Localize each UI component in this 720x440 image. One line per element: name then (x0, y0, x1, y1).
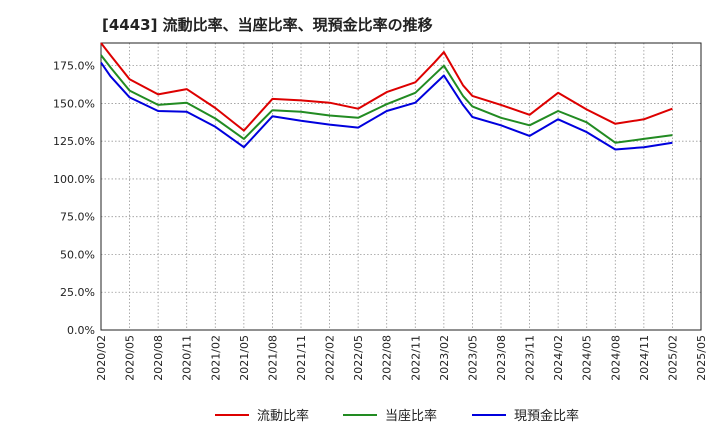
legend: 流動比率 当座比率 現預金比率 (215, 408, 579, 424)
y-tick-label: 0.0% (67, 324, 95, 337)
legend-label: 流動比率 (257, 408, 309, 424)
x-tick-label: 2020/02 (95, 335, 108, 381)
y-tick-label: 50.0% (60, 248, 95, 261)
x-tick-label: 2021/02 (209, 335, 222, 381)
plot-frame (100, 42, 702, 331)
legend-label: 現預金比率 (514, 408, 579, 424)
x-tick-label: 2020/08 (152, 335, 165, 381)
x-tick-label: 2024/11 (638, 335, 651, 381)
x-tick-label: 2023/11 (524, 335, 537, 381)
y-tick-label: 100.0% (53, 173, 95, 186)
x-tick-label: 2025/05 (695, 335, 708, 381)
x-tick-label: 2022/05 (352, 335, 365, 381)
x-tick-label: 2024/08 (609, 335, 622, 381)
legend-label: 当座比率 (385, 408, 437, 424)
series-line (100, 42, 673, 132)
x-tick-label: 2022/11 (409, 335, 422, 381)
series-line (100, 54, 673, 144)
x-tick-label: 2024/05 (581, 335, 594, 381)
series-line (100, 62, 673, 151)
x-tick-label: 2021/11 (295, 335, 308, 381)
x-tick-label: 2023/02 (438, 335, 451, 381)
x-tick-label: 2021/05 (238, 335, 251, 381)
y-tick-label: 75.0% (60, 211, 95, 224)
x-tick-label: 2025/02 (666, 335, 679, 381)
x-tick-label: 2021/08 (266, 335, 279, 381)
axis-layer: 0.0% 25.0% 50.0% 75.0% 100.0% 125.0% 150.0% 175… (53, 42, 708, 381)
x-tick-label: 2022/08 (381, 335, 394, 381)
x-tick-label: 2020/05 (124, 335, 137, 381)
grid-layer (101, 43, 701, 330)
series-layer (100, 42, 673, 151)
x-tick-label: 2022/02 (324, 335, 337, 381)
chart-title: [4443] 流動比率、当座比率、現預金比率の推移 (102, 16, 433, 34)
y-tick-label: 175.0% (53, 60, 95, 73)
x-tick-label: 2024/02 (552, 335, 565, 381)
x-tick-label: 2023/05 (466, 335, 479, 381)
y-tick-label: 125.0% (53, 135, 95, 148)
x-tick-label: 2023/08 (495, 335, 508, 381)
y-tick-label: 25.0% (60, 286, 95, 299)
x-tick-label: 2020/11 (181, 335, 194, 381)
y-tick-label: 150.0% (53, 97, 95, 110)
